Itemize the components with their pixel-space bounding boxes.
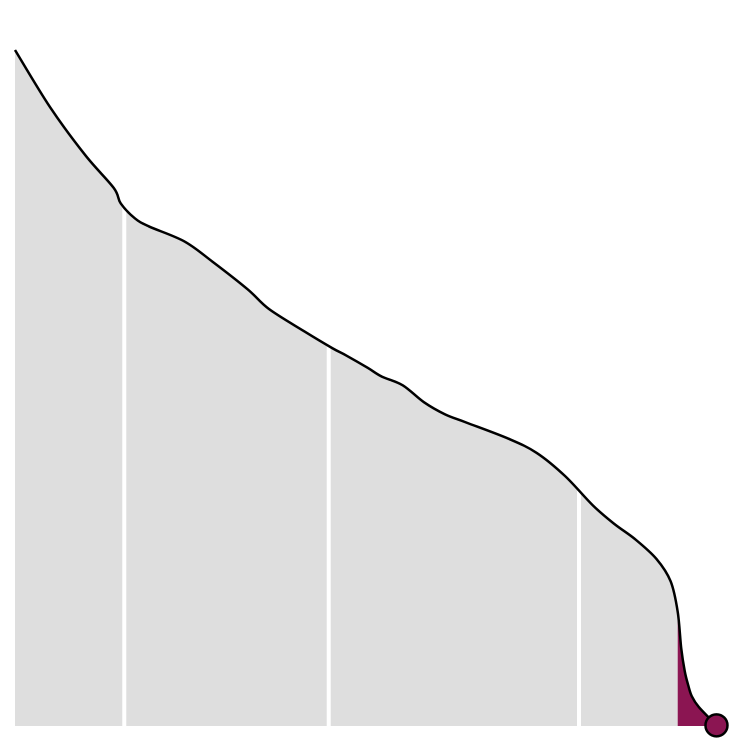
area-segment-2 (124, 207, 329, 726)
end-point-marker (704, 713, 729, 738)
area-segments (15, 50, 717, 726)
curve-layer (13, 49, 718, 727)
area-segment-3 (328, 346, 579, 726)
segment-separators (122, 207, 581, 726)
area-outline (13, 49, 718, 727)
area-segment-4 (579, 490, 678, 726)
marker-layer (704, 713, 729, 738)
area-segment-5 (677, 611, 717, 726)
area-segment-1 (15, 50, 125, 726)
